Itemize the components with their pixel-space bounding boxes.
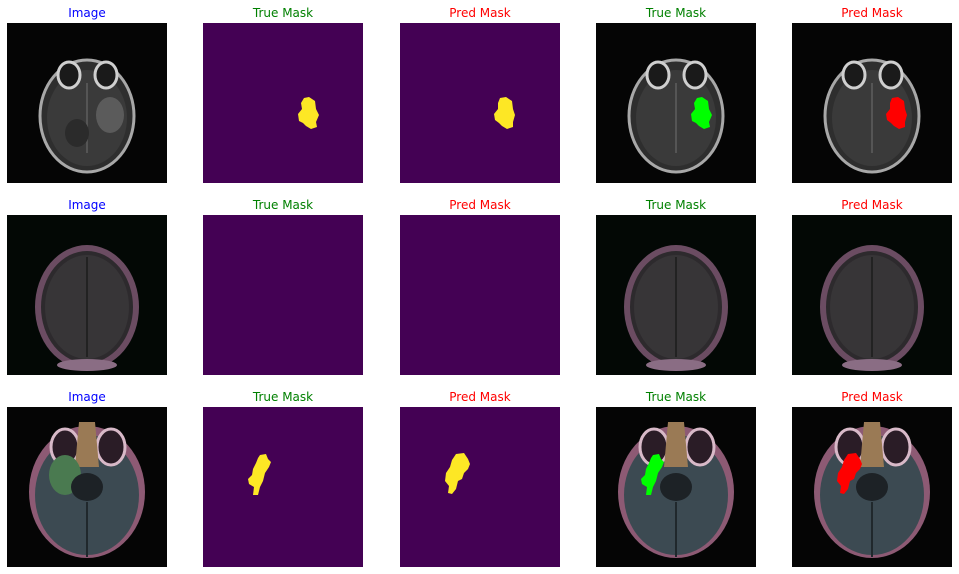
row3-scan-image — [7, 407, 167, 567]
row1-true-overlay — [596, 23, 756, 183]
row3-pred-overlay — [792, 407, 952, 567]
row3-pred-mask-title: Pred Mask — [449, 390, 511, 404]
row2-true-mask-title: True Mask — [252, 198, 314, 212]
row2-image-title: Image — [68, 198, 106, 212]
row1-true-overlay-title: True Mask — [645, 6, 707, 20]
row1-true-mask-title: True Mask — [252, 6, 314, 20]
row3-true-overlay — [596, 407, 756, 567]
row2-pred-mask — [400, 215, 560, 375]
row2-scan-image — [7, 215, 167, 375]
row3-image-title: Image — [68, 390, 106, 404]
row1-pred-overlay-title: Pred Mask — [841, 6, 903, 20]
row2-pred-mask-title: Pred Mask — [449, 198, 511, 212]
row3-true-overlay-title: True Mask — [645, 390, 707, 404]
row2-true-overlay-title: True Mask — [645, 198, 707, 212]
row2-pred-overlay — [792, 215, 952, 375]
row2-pred-overlay-title: Pred Mask — [841, 198, 903, 212]
row2-true-mask — [203, 215, 363, 375]
row1-true-mask — [203, 23, 363, 183]
row3-true-mask — [203, 407, 363, 567]
row3-pred-overlay-title: Pred Mask — [841, 390, 903, 404]
row3-true-mask-title: True Mask — [252, 390, 314, 404]
row1-pred-overlay — [792, 23, 952, 183]
row1-pred-mask-title: Pred Mask — [449, 6, 511, 20]
row1-image-title: Image — [68, 6, 106, 20]
row2-true-overlay — [596, 215, 756, 375]
row3-pred-mask — [400, 407, 560, 567]
row1-scan-image — [7, 23, 167, 183]
row1-pred-mask — [400, 23, 560, 183]
